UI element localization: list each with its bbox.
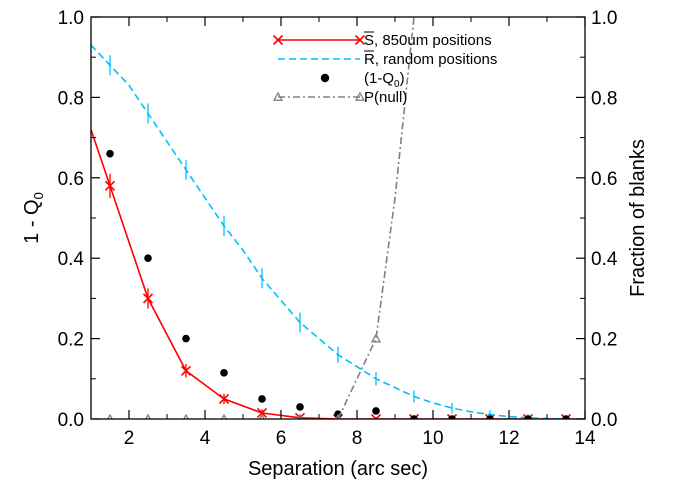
legend-label: R, random positions — [364, 51, 497, 68]
y2-tick-label: 0.4 — [591, 249, 618, 270]
legend-label-subscript: 0 — [394, 79, 400, 90]
y-tick-label: 0.2 — [58, 330, 84, 351]
x-tick-label: 10 — [422, 428, 443, 449]
series-layer — [91, 17, 585, 419]
dot-marker — [372, 407, 380, 415]
x-tick-label: 8 — [352, 428, 363, 449]
x-tick-label: 2 — [124, 428, 135, 449]
cross-marker — [104, 180, 116, 191]
legend-entry: (1-Q0) — [320, 70, 405, 90]
x-tick-label: 12 — [498, 428, 519, 449]
dot-marker — [562, 415, 570, 419]
triangle-marker — [370, 333, 382, 343]
x-tick-label: 6 — [276, 428, 287, 449]
series-2 — [106, 149, 570, 419]
cross-marker — [354, 34, 366, 46]
y2-tick-label: 0.0 — [591, 410, 617, 431]
dot-marker — [182, 334, 190, 343]
series-line — [91, 129, 585, 419]
y-tick-label: 0.6 — [58, 169, 84, 190]
dot-marker — [144, 254, 152, 262]
cross-marker — [484, 413, 496, 419]
cross-marker — [446, 413, 458, 419]
series-1 — [91, 44, 567, 419]
tick-layer: 2 4 6 8 10 12 140.00.20.40.60.81.00.00.20.40.6… — [58, 8, 618, 449]
cross-marker — [408, 413, 420, 419]
legend-label-suffix: ) — [400, 70, 405, 87]
dot-marker — [220, 368, 228, 377]
y-axis-title-subscript: 0 — [31, 192, 46, 199]
x-axis-title: Separation (arc sec) — [248, 458, 428, 480]
cross-marker — [560, 413, 572, 419]
series-line — [337, 17, 415, 419]
y-tick-label: 0.4 — [58, 249, 85, 270]
cross-marker — [218, 393, 230, 404]
cross-marker — [180, 365, 192, 376]
series-line — [91, 44, 567, 419]
triangle-marker — [354, 91, 366, 101]
cross-marker — [522, 413, 534, 419]
legend-label-main: (1-Q — [364, 70, 394, 87]
legend: S, 850um positions R, random positions (1-… — [272, 31, 497, 106]
y-tick-label: 1.0 — [58, 8, 84, 29]
y2-axis-title: Fraction of blanks — [627, 139, 649, 297]
legend-entry: P(null) — [272, 89, 407, 106]
legend-entry: R, random positions — [278, 50, 497, 68]
x-tick-label: 4 — [200, 428, 211, 449]
dot-marker — [296, 403, 304, 411]
cross-marker — [142, 293, 154, 304]
y2-tick-label: 0.2 — [591, 330, 617, 351]
series-0 — [91, 129, 585, 419]
dot-marker — [486, 415, 494, 419]
legend-label: P(null) — [364, 89, 407, 106]
dot-marker — [106, 149, 114, 158]
y-axis-title-main: 1 - Q — [21, 199, 43, 243]
y2-tick-label: 0.6 — [591, 169, 617, 190]
dot-marker — [320, 73, 330, 83]
legend-entry: S, 850um positions — [272, 31, 492, 49]
cross-marker — [272, 34, 284, 46]
y-tick-label: 0.8 — [58, 88, 84, 109]
y2-tick-label: 0.8 — [591, 88, 617, 109]
legend-label: (1-Q0) — [364, 70, 405, 90]
dot-marker — [410, 415, 418, 419]
legend-label: S, 850um positions — [364, 32, 492, 49]
cross-marker — [370, 413, 382, 419]
y2-tick-label: 1.0 — [591, 8, 617, 29]
triangle-marker — [272, 91, 284, 101]
cross-marker — [294, 412, 306, 419]
dot-marker — [524, 415, 532, 419]
cross-marker — [256, 407, 268, 419]
dot-marker — [258, 395, 266, 403]
y-axis-title: 1 - Q0 — [21, 192, 46, 244]
dot-marker — [448, 415, 456, 419]
x-tick-label: 14 — [574, 428, 596, 449]
y-tick-label: 0.0 — [58, 410, 84, 431]
